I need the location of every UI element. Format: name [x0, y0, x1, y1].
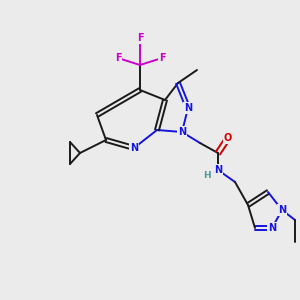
Text: F: F	[115, 53, 121, 63]
Text: O: O	[224, 133, 232, 143]
Text: N: N	[214, 165, 222, 175]
Text: N: N	[178, 127, 186, 137]
Text: N: N	[268, 223, 276, 233]
Text: F: F	[137, 33, 143, 43]
Text: N: N	[130, 143, 138, 153]
Text: H: H	[203, 170, 211, 179]
Text: N: N	[278, 205, 286, 215]
Text: F: F	[159, 53, 165, 63]
Text: N: N	[184, 103, 192, 113]
